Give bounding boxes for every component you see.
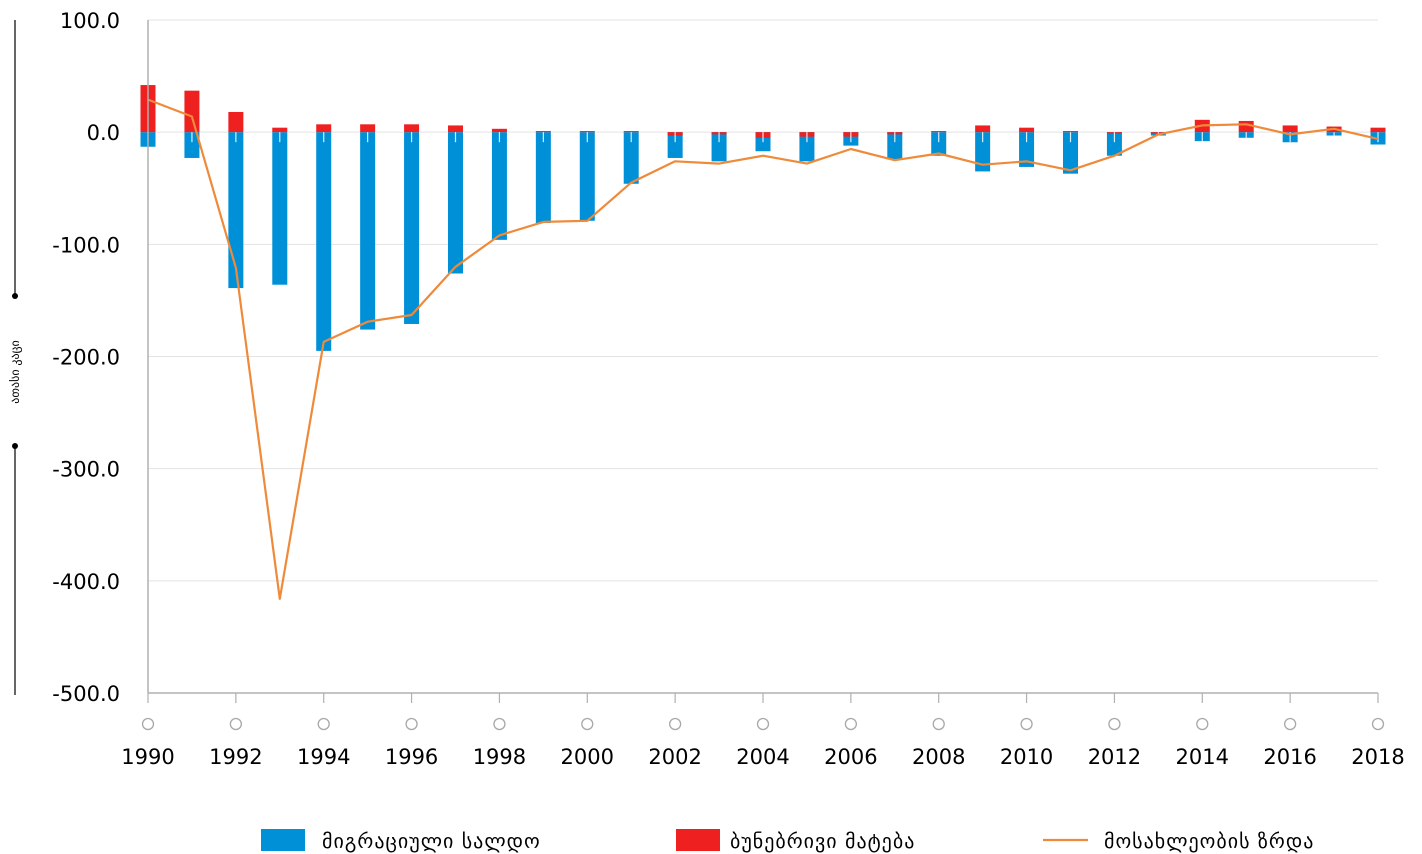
x-tick-label: 2016	[1263, 745, 1316, 769]
x-tick-circle	[405, 717, 418, 731]
y-axis-label-group: ათასი კაცი	[8, 20, 22, 695]
legend-label-natural-increase: ბუნებრივი მატება	[730, 829, 915, 853]
legend-swatch-migration	[261, 829, 305, 851]
natural-increase-bar	[579, 131, 595, 133]
x-tick-circle	[844, 717, 858, 731]
migration-bar	[975, 132, 991, 172]
migration-bar	[228, 132, 244, 289]
x-tick-label: 2004	[736, 745, 789, 769]
x-tick-label: 1996	[385, 745, 438, 769]
x-tick-label: 2000	[561, 745, 614, 769]
x-tick-circle	[1196, 717, 1209, 731]
gridlines	[148, 19, 1378, 582]
x-tick-circle	[668, 717, 682, 731]
natural-increase-bar	[1019, 127, 1035, 133]
x-tick-label: 2010	[1000, 745, 1053, 769]
migration-bar	[448, 132, 463, 274]
x-tick-circle	[581, 717, 594, 731]
natural-increase-bar	[360, 124, 376, 133]
y-label-bracket-dot-top	[12, 293, 18, 299]
migration-bar	[184, 132, 200, 158]
legend: მიგრაციული სალდო ბუნებრივი მატება მოსახლ…	[261, 829, 1314, 853]
y-tick-label: 100.0	[60, 9, 120, 33]
x-tick-circle	[1371, 717, 1385, 731]
bar-tick-marks	[147, 132, 1379, 143]
x-tick-circle	[493, 717, 506, 731]
migration-bars	[140, 132, 1386, 351]
migration-bar	[1106, 132, 1122, 156]
x-tick-circle	[932, 717, 945, 731]
x-tick-label: 2006	[824, 745, 877, 769]
y-tick-label: 0.0	[87, 121, 120, 145]
natural-increase-bar	[1063, 131, 1078, 133]
x-tick-circle	[1283, 717, 1297, 731]
y-tick-label: -400.0	[52, 570, 120, 594]
x-tick-label: 2014	[1176, 745, 1229, 769]
x-tick-labels: 1990 1992 1994 1996 1998 2000 2002 2004 2006 2008…	[121, 693, 1405, 769]
y-tick-label: -200.0	[52, 346, 120, 370]
natural-increase-bar	[535, 131, 551, 133]
legend-label-population-growth: მოსახლეობის ზრდა	[1104, 829, 1314, 853]
natural-increase-bars	[140, 85, 1386, 138]
migration-bar	[887, 132, 903, 160]
migration-bar	[711, 132, 727, 162]
x-tick-circle	[229, 717, 243, 731]
x-tick-label: 2002	[648, 745, 701, 769]
x-tick-circle	[756, 717, 770, 731]
x-tick-circle	[1020, 717, 1033, 731]
migration-bar	[799, 132, 815, 162]
natural-increase-bar	[316, 124, 332, 133]
x-tick-label: 1992	[209, 745, 262, 769]
migration-bar	[272, 132, 288, 285]
natural-increase-bar	[1282, 125, 1298, 133]
migration-bar	[1063, 132, 1078, 174]
x-tick-circle	[317, 717, 330, 731]
x-tick-circle	[1108, 717, 1121, 731]
natural-increase-bar	[272, 127, 288, 133]
migration-bar	[491, 132, 507, 240]
y-tick-labels: 100.0 0.0 -100.0 -200.0 -300.0 -400.0 -500.0	[52, 9, 120, 706]
x-tick-label: 1998	[473, 745, 526, 769]
natural-increase-bar	[491, 128, 507, 133]
migration-bar	[667, 132, 683, 158]
migration-bar	[404, 132, 420, 324]
y-axis-label: ათასი კაცი	[8, 340, 22, 403]
y-tick-label: -500.0	[52, 682, 120, 706]
x-tick-label: 2018	[1351, 745, 1404, 769]
x-tick-circle	[141, 717, 155, 731]
natural-increase-bar	[975, 125, 991, 133]
x-tick-label: 1990	[121, 745, 174, 769]
x-tick-label: 2008	[912, 745, 965, 769]
natural-increase-bar	[931, 131, 947, 133]
migration-bar	[1019, 132, 1035, 167]
migration-bar	[579, 132, 595, 221]
natural-increase-bar	[1238, 120, 1254, 133]
y-tick-label: -300.0	[52, 458, 120, 482]
migration-bar	[931, 132, 947, 156]
natural-increase-bar	[184, 90, 200, 133]
migration-bar	[535, 132, 551, 224]
x-tick-label: 2012	[1088, 745, 1141, 769]
natural-increase-bar	[228, 111, 244, 133]
legend-swatch-natural-increase	[676, 829, 720, 851]
x-tick-label: 1994	[297, 745, 350, 769]
legend-label-migration: მიგრაციული სალდო	[322, 829, 541, 853]
natural-increase-bar	[1370, 127, 1386, 133]
population-growth-line	[147, 98, 1379, 600]
migration-bar	[360, 132, 376, 330]
migration-bar	[316, 132, 332, 351]
natural-increase-bar	[623, 131, 639, 133]
natural-increase-bar	[404, 124, 420, 133]
migration-bar	[623, 132, 639, 184]
y-tick-label: -100.0	[52, 233, 120, 257]
natural-increase-bar	[448, 125, 463, 133]
